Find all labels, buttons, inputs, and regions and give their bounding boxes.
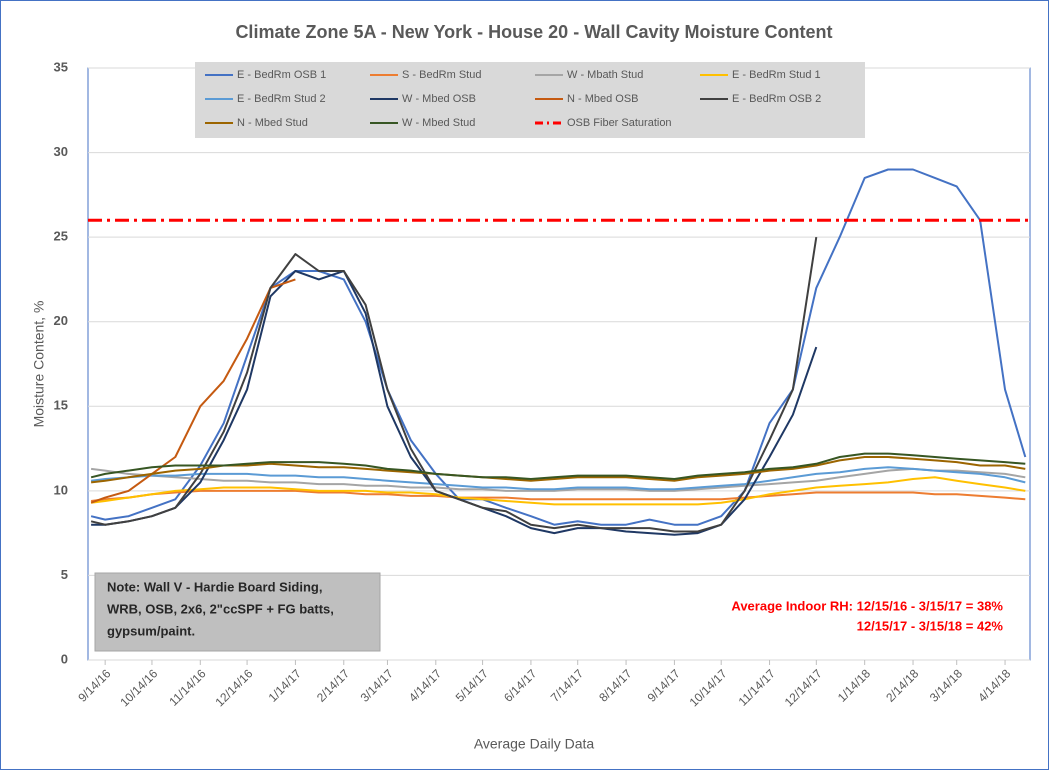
series-line (90, 452, 1026, 480)
legend-label: W - Mbath Stud (567, 69, 643, 81)
legend-label: S - BedRm Stud (402, 69, 481, 81)
legend-label: N - Mbed Stud (237, 117, 308, 129)
legend-label: E - BedRm OSB 1 (237, 69, 326, 81)
legend-label: W - Mbed OSB (402, 93, 476, 105)
y-tick-label: 30 (54, 144, 68, 159)
legend-label: OSB Fiber Saturation (567, 117, 672, 129)
legend-label: W - Mbed Stud (402, 117, 475, 129)
series-line (90, 466, 1026, 491)
legend-label: E - BedRm OSB 2 (732, 93, 821, 105)
y-tick-label: 35 (54, 59, 68, 74)
series-line (90, 168, 1027, 526)
x-axis-label: Average Daily Data (474, 736, 595, 752)
legend-label: N - Mbed OSB (567, 93, 639, 105)
y-tick-label: 10 (54, 482, 68, 497)
chart-title: Climate Zone 5A - New York - House 20 - … (235, 22, 832, 42)
legend-label: E - BedRm Stud 1 (732, 69, 821, 81)
legend-box (195, 62, 865, 138)
note-box (94, 572, 381, 652)
y-tick-label: 20 (54, 313, 68, 328)
series-line (90, 476, 1026, 506)
y-tick-label: 5 (61, 567, 68, 582)
series-line (90, 467, 1026, 492)
plot-area (87, 67, 1031, 661)
note-text: gypsum/paint. (107, 623, 195, 638)
y-tick-label: 25 (54, 229, 68, 244)
rh-annotation: 12/15/17 - 3/15/18 = 42% (857, 618, 1004, 633)
y-tick-label: 0 (61, 651, 68, 666)
note-text: WRB, OSB, 2x6, 2"ccSPF + FG batts, (107, 601, 334, 616)
rh-annotation: Average Indoor RH: 12/15/16 - 3/15/17 = … (731, 598, 1003, 613)
y-axis-label: Moisture Content, % (31, 301, 47, 428)
series-line (90, 489, 1026, 502)
note-text: Note: Wall V - Hardie Board Siding, (107, 579, 322, 594)
legend-label: E - BedRm Stud 2 (237, 93, 326, 105)
y-tick-label: 15 (54, 398, 68, 413)
series-line (90, 278, 296, 504)
series-line (90, 456, 1026, 484)
series-line (90, 236, 818, 533)
